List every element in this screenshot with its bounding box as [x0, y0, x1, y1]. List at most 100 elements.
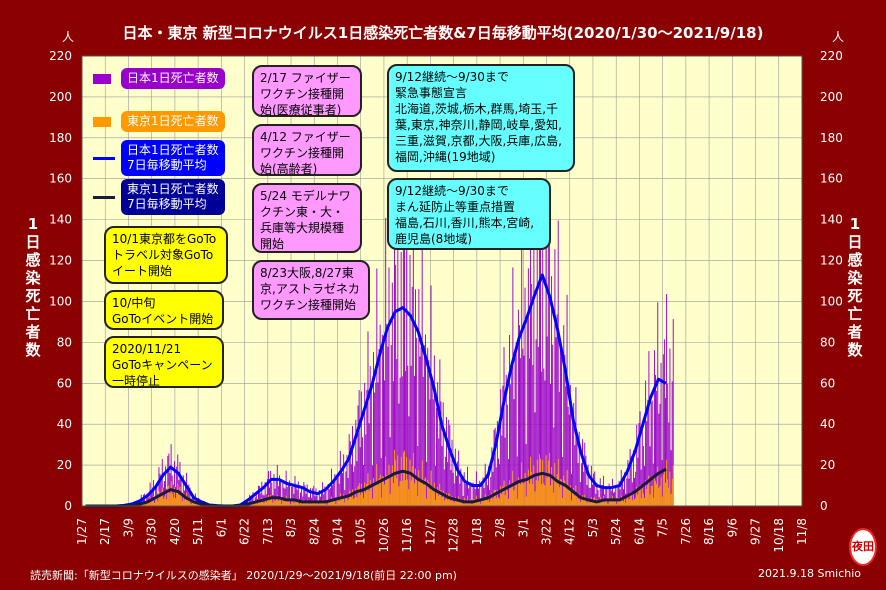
bar-japan-daily	[483, 487, 485, 506]
x-tick-label: 7/5	[656, 518, 670, 537]
bar-tokyo-daily	[444, 498, 446, 506]
bar-tokyo-daily	[490, 499, 492, 506]
bar-japan-daily	[360, 391, 362, 506]
bar-tokyo-daily	[267, 494, 269, 506]
bar-japan-daily	[323, 494, 325, 506]
bar-tokyo-daily	[429, 488, 431, 506]
bar-japan-daily	[367, 331, 369, 506]
bar-tokyo-daily	[412, 452, 414, 506]
bar-japan-daily	[657, 302, 659, 506]
bar-japan-daily	[630, 456, 632, 506]
bar-japan-daily	[294, 476, 296, 506]
bar-japan-daily	[541, 371, 543, 506]
bar-tokyo-daily	[617, 499, 619, 506]
bar-tokyo-daily	[159, 493, 161, 506]
bar-tokyo-daily	[373, 478, 374, 506]
x-tick-label: 6/1	[214, 518, 228, 537]
bar-tokyo-daily	[374, 485, 376, 506]
bar-tokyo-daily	[298, 504, 300, 506]
bar-tokyo-daily	[168, 485, 170, 506]
bar-japan-daily	[312, 488, 314, 506]
x-tick-label: 3/9	[121, 518, 135, 537]
bar-japan-daily	[419, 356, 421, 506]
x-tick-label: 7/13	[261, 518, 275, 545]
bar-japan-daily	[166, 488, 168, 506]
y-tick-label-right: 100	[820, 294, 843, 308]
bar-tokyo-daily	[392, 482, 394, 506]
bar-tokyo-daily	[346, 494, 348, 506]
bar-japan-daily	[177, 454, 179, 506]
bar-japan-daily	[287, 484, 289, 506]
bar-tokyo-daily	[409, 459, 411, 506]
bar-japan-daily	[387, 346, 389, 506]
bar-japan-daily	[356, 461, 358, 506]
bar-japan-daily	[345, 471, 347, 506]
bar-tokyo-daily	[366, 484, 368, 506]
bar-japan-daily	[392, 381, 394, 506]
bar-tokyo-daily	[334, 498, 336, 506]
bar-japan-daily	[336, 476, 338, 506]
bar-tokyo-daily	[523, 483, 525, 506]
bar-tokyo-daily	[528, 483, 530, 506]
bar-tokyo-daily	[442, 490, 444, 506]
bar-tokyo-daily	[559, 479, 561, 506]
bar-tokyo-daily	[297, 500, 299, 506]
bar-tokyo-daily	[670, 493, 672, 506]
bar-tokyo-daily	[511, 484, 513, 506]
y-tick-label-right: 80	[820, 335, 835, 349]
bar-tokyo-daily	[635, 497, 637, 506]
bar-tokyo-daily	[440, 490, 442, 506]
bar-tokyo-daily	[493, 489, 495, 506]
bar-japan-daily	[379, 324, 381, 506]
bar-japan-daily	[270, 470, 272, 506]
note-pfizer-elderly: 4/12 ファイザーワクチン接種開始(高齢者)	[252, 124, 362, 176]
bar-japan-daily	[648, 351, 650, 506]
bar-japan-daily	[532, 364, 534, 506]
bar-tokyo-daily	[317, 504, 319, 506]
bar-japan-daily	[151, 487, 153, 506]
bar-japan-daily	[394, 205, 395, 506]
bar-tokyo-daily	[665, 482, 666, 506]
bar-japan-daily	[505, 374, 507, 506]
bar-tokyo-daily	[474, 500, 476, 506]
bar-tokyo-daily	[477, 500, 478, 506]
bar-tokyo-daily	[380, 497, 382, 506]
bar-japan-daily	[500, 389, 502, 506]
bar-tokyo-daily	[361, 492, 363, 506]
bar-tokyo-daily	[355, 488, 357, 506]
bar-tokyo-daily	[436, 490, 438, 506]
bar-tokyo-daily	[421, 460, 423, 506]
bar-tokyo-daily	[399, 481, 401, 506]
bar-tokyo-daily	[563, 475, 565, 506]
bar-japan-daily	[292, 486, 294, 506]
bar-japan-daily	[578, 431, 580, 506]
bar-japan-daily	[463, 472, 465, 506]
bar-tokyo-daily	[146, 501, 148, 506]
bar-tokyo-daily	[431, 486, 433, 506]
bar-tokyo-daily	[191, 500, 193, 506]
bar-tokyo-daily	[450, 500, 452, 506]
bar-japan-daily	[455, 475, 457, 506]
bar-japan-daily	[152, 480, 154, 506]
bar-japan-daily	[672, 319, 674, 506]
bar-japan-daily	[448, 419, 450, 506]
bar-japan-daily	[582, 439, 584, 506]
bar-japan-daily	[433, 355, 435, 506]
bar-tokyo-daily	[553, 492, 555, 506]
bar-tokyo-daily	[263, 502, 265, 506]
bar-japan-daily	[520, 358, 522, 506]
bar-japan-daily	[266, 478, 268, 506]
x-tick-label: 3/1	[516, 518, 530, 537]
bar-japan-daily	[642, 445, 644, 506]
legend-swatch-tokyo-avg	[93, 195, 115, 199]
bar-japan-daily	[150, 490, 152, 506]
bar-tokyo-daily	[397, 455, 399, 506]
bar-tokyo-daily	[419, 481, 421, 506]
bar-japan-daily	[636, 424, 638, 506]
bar-japan-daily	[301, 486, 303, 506]
bar-japan-daily	[484, 463, 486, 506]
bar-japan-daily	[377, 382, 379, 506]
bar-japan-daily	[479, 480, 481, 506]
bar-tokyo-daily	[535, 479, 537, 506]
bar-tokyo-daily	[622, 501, 624, 506]
